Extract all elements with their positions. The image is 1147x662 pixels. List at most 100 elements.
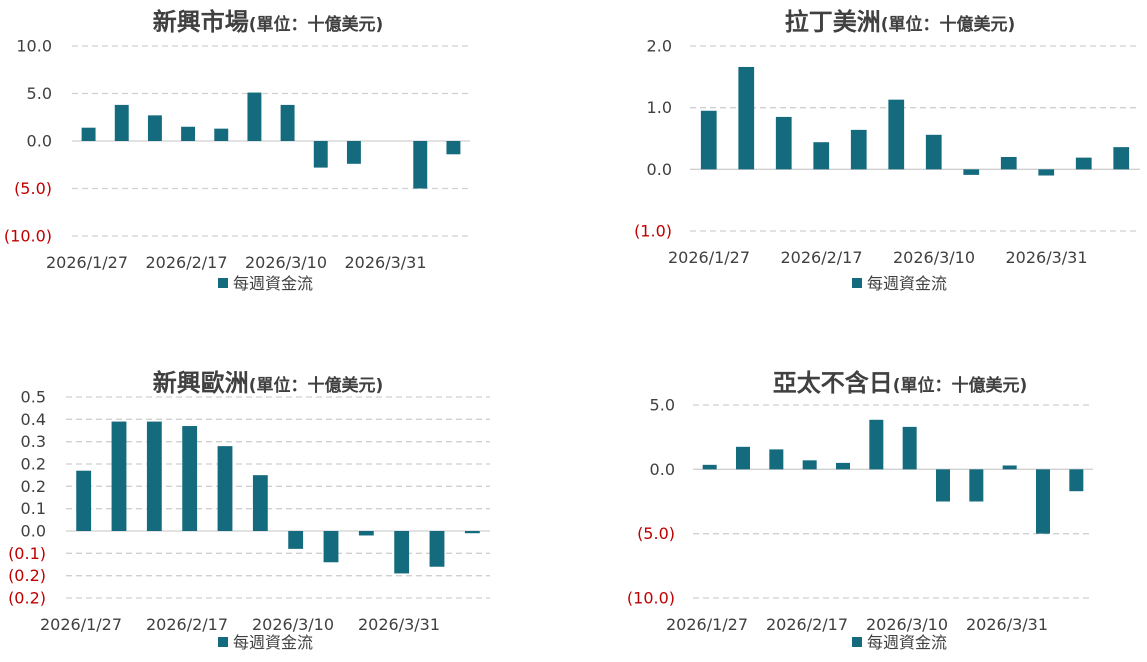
chart-2-legend-label: 每週資金流	[867, 274, 947, 293]
chart-1-xtick-label: 2026/3/10	[245, 253, 327, 272]
chart-1-xtick-label: 2026/1/27	[46, 253, 128, 272]
chart-1-bar	[346, 141, 361, 164]
chart-2-bar	[700, 110, 717, 170]
chart-4-bar	[702, 464, 717, 470]
chart-1-ytick-label: 0.0	[27, 132, 52, 151]
chart-3-ytick-label: (0.2)	[8, 566, 46, 585]
chart-2-bar	[963, 169, 980, 175]
chart-3-xtick-label: 2026/3/31	[358, 615, 440, 634]
chart-3-bar	[394, 531, 410, 574]
chart-2-bar	[775, 116, 792, 170]
chart-2-xtick-label: 2026/3/31	[1006, 248, 1088, 267]
chart-2-xtick-label: 2026/2/17	[781, 248, 863, 267]
chart-2-xtick-label: 2026/1/27	[668, 248, 750, 267]
chart-2-bar	[1113, 147, 1130, 170]
chart-2-bar	[813, 142, 830, 170]
chart-3-bar	[429, 531, 445, 567]
chart-3-bar	[146, 421, 162, 531]
chart-4-bar	[969, 469, 984, 502]
chart-4-bar	[802, 460, 817, 470]
chart-4-ytick-label: 0.0	[650, 460, 675, 479]
chart-4-title-unit: (單位：十億美元)	[893, 375, 1028, 396]
chart-1-title-unit: (單位：十億美元)	[249, 14, 384, 35]
chart-3-bar	[358, 531, 374, 536]
chart-3-bar	[288, 531, 304, 549]
chart-4-ytick-label: (10.0)	[627, 589, 675, 608]
chart-4-xtick-label: 2026/1/27	[666, 615, 748, 634]
chart-4-bar	[1036, 469, 1050, 534]
chart-4-xtick-label: 2026/3/31	[966, 615, 1048, 634]
chart-2-bar	[925, 134, 942, 170]
chart-4-ytick-label: 5.0	[650, 396, 675, 415]
chart-2-bar	[738, 66, 755, 170]
chart-1-ytick-label: 10.0	[16, 37, 52, 56]
chart-4-bar	[902, 426, 917, 470]
chart-1-title-main: 新興市場	[153, 8, 249, 36]
chart-3-bar	[111, 421, 127, 531]
chart-1-ytick-label: (10.0)	[4, 227, 52, 246]
chart-2-ytick-label: 1.0	[647, 98, 672, 117]
chart-4-bar	[1002, 465, 1017, 470]
chart-3-ytick-label: (0.2)	[8, 589, 46, 608]
chart-3-ytick-label: 0.2	[21, 455, 46, 474]
chart-4-bar	[936, 469, 950, 502]
chart-4-ytick-label: (5.0)	[637, 524, 675, 543]
chart-1-legend-swatch	[218, 278, 228, 288]
chart-3-legend-label: 每週資金流	[233, 633, 313, 652]
chart-1-bar	[147, 115, 162, 141]
chart-4-bar	[869, 419, 884, 470]
chart-3-ytick-label: 0.1	[21, 499, 46, 518]
chart-2-bar	[888, 99, 905, 170]
chart-2-bar	[1038, 169, 1055, 176]
chart-3-title-unit: (單位：十億美元)	[249, 375, 384, 396]
chart-4-bar	[736, 446, 750, 470]
chart-3-ytick-label: 0.0	[21, 522, 46, 541]
chart-4-title-main: 亞太不含日	[773, 369, 893, 397]
chart-3-bar	[76, 470, 92, 531]
chart-4-xtick-label: 2026/3/10	[866, 615, 948, 634]
chart-3-bar	[323, 531, 339, 563]
chart-1-bar	[280, 104, 295, 141]
chart-3-legend-swatch	[218, 637, 228, 647]
chart-1-bar	[247, 92, 262, 141]
chart-1-ytick-label: 5.0	[27, 84, 52, 103]
chart-1-title: 新興市場(單位：十億美元)	[153, 8, 384, 36]
chart-2-xtick-label: 2026/3/10	[893, 248, 975, 267]
chart-1-bar	[114, 104, 129, 141]
chart-1-bar	[413, 141, 428, 189]
chart-3-xtick-label: 2026/3/10	[252, 615, 334, 634]
chart-1-bar	[181, 126, 196, 141]
chart-3-ytick-label: 0.3	[21, 432, 46, 451]
chart-2-legend-swatch	[852, 278, 862, 288]
chart-2-ytick-label: (1.0)	[634, 222, 672, 241]
chart-3-bar	[464, 531, 480, 534]
chart-1-ytick-label: (5.0)	[14, 179, 52, 198]
chart-3-bar	[217, 446, 233, 531]
chart-4-xtick-label: 2026/2/17	[766, 615, 848, 634]
chart-3-ytick-label: (0.1)	[8, 544, 46, 563]
chart-4-bar	[1069, 469, 1084, 492]
chart-3-ytick-label: 0.5	[21, 388, 46, 407]
chart-2-title: 拉丁美洲(單位：十億美元)	[785, 8, 1016, 36]
chart-3-ytick-label: 0.2	[21, 477, 46, 496]
chart-2-title-main: 拉丁美洲	[785, 8, 881, 36]
chart-1-xtick-label: 2026/2/17	[146, 253, 228, 272]
chart-2-ytick-label: 2.0	[647, 37, 672, 56]
chart-3-xtick-label: 2026/1/27	[40, 615, 122, 634]
chart-3-title-main: 新興歐洲	[153, 369, 249, 397]
chart-4-legend-label: 每週資金流	[867, 633, 947, 652]
chart-3-xtick-label: 2026/2/17	[146, 615, 228, 634]
chart-1-bar	[446, 141, 461, 155]
chart-1-xtick-label: 2026/3/31	[345, 253, 427, 272]
chart-1-legend-label: 每週資金流	[233, 274, 313, 293]
chart-3-bar	[252, 475, 268, 531]
chart-2-ytick-label: 0.0	[647, 160, 672, 179]
chart-1-bar	[81, 127, 96, 141]
chart-2-bar	[1000, 157, 1017, 170]
chart-3-bar	[182, 426, 198, 531]
chart-1-bar	[214, 128, 229, 141]
chart-4-title: 亞太不含日(單位：十億美元)	[773, 369, 1028, 397]
chart-3-ytick-label: 0.4	[21, 410, 46, 429]
chart-1-bar	[313, 141, 328, 168]
